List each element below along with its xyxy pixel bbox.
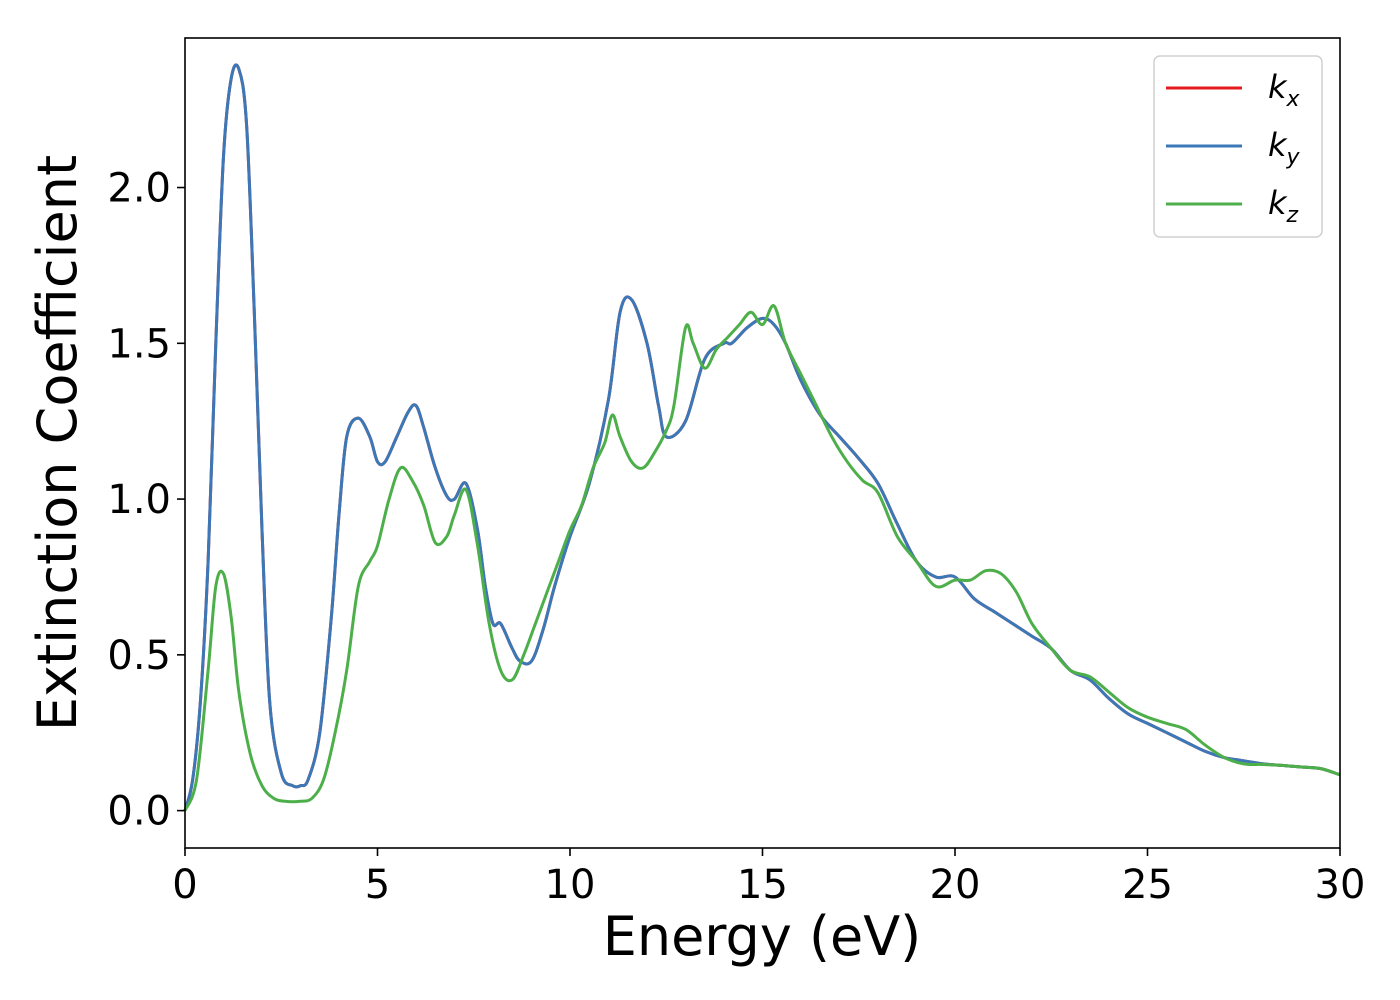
y-tick-label: 0.0 [107, 789, 171, 835]
x-tick-label: 30 [1315, 862, 1366, 908]
x-tick-label: 10 [545, 862, 596, 908]
y-tick-label: 2.0 [107, 166, 171, 212]
y-tick-label: 1.5 [107, 321, 171, 367]
y-tick-label: 0.5 [107, 633, 171, 679]
x-tick-label: 15 [737, 862, 788, 908]
y-axis-ticks: 0.0 0.5 1.0 1.5 2.0 [107, 166, 185, 835]
x-axis-ticks: 0 5 10 15 20 25 30 [172, 848, 1365, 908]
legend-label: kz [1268, 184, 1299, 228]
legend-label: kx [1268, 68, 1301, 112]
x-tick-label: 25 [1122, 862, 1173, 908]
legend: kx ky kz [1153, 55, 1323, 238]
y-tick-label: 1.0 [107, 477, 171, 523]
y-axis-title: Extinction Coefficient [26, 155, 89, 731]
series-layer [183, 63, 1341, 812]
legend-label: ky [1268, 126, 1301, 170]
plot-area [185, 38, 1340, 848]
x-tick-label: 20 [930, 862, 981, 908]
x-tick-label: 5 [365, 862, 390, 908]
series-line-kz [183, 304, 1341, 812]
x-axis-title: Energy (eV) [603, 905, 922, 968]
plot-frame [184, 37, 1341, 849]
x-tick-label: 0 [172, 862, 197, 908]
